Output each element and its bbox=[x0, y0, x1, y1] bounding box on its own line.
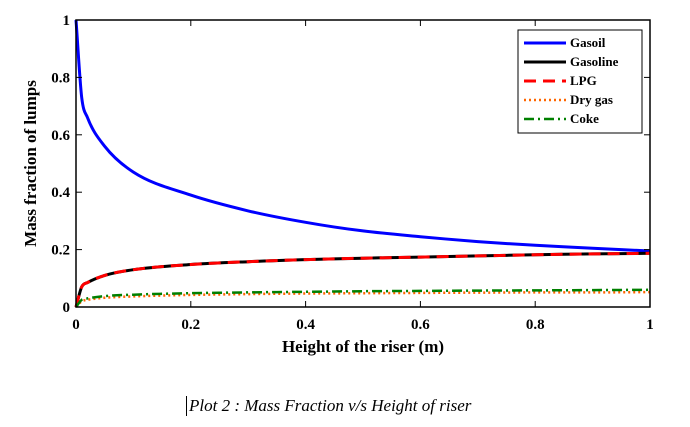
y-tick-label: 0.6 bbox=[51, 128, 70, 144]
legend: Gasoil Gasoline LPG Dry gas Coke bbox=[517, 29, 643, 134]
legend-box bbox=[517, 29, 643, 134]
legend-label-coke: Coke bbox=[570, 111, 599, 126]
line-chart: 0 0.2 0.4 0.6 0.8 1 0 0.2 0.4 0.6 0.8 1 Height of t… bbox=[21, 13, 654, 356]
x-tick-label: 0 bbox=[72, 317, 80, 333]
series-line-dry-gas bbox=[75, 290, 651, 308]
y-tick-label: 0.8 bbox=[51, 70, 70, 86]
x-tick-label: 0.6 bbox=[411, 317, 430, 333]
legend-label-gasoline: Gasoline bbox=[570, 54, 619, 69]
figure-caption: Plot 2 : Mass Fraction v/s Height of ris… bbox=[186, 396, 471, 416]
x-tick-label: 1 bbox=[646, 317, 654, 333]
series-line-lpg bbox=[74, 251, 651, 308]
y-tick-label: 0 bbox=[63, 300, 71, 316]
plot-frame bbox=[75, 19, 651, 308]
series-line-coke bbox=[75, 288, 651, 308]
series-layer bbox=[74, 19, 651, 308]
x-tick-label: 0.4 bbox=[296, 317, 315, 333]
series-line-gasoil bbox=[74, 19, 651, 253]
legend-label-dry-gas: Dry gas bbox=[570, 92, 613, 107]
y-tick-label: 0.2 bbox=[51, 243, 70, 259]
y-tick-label: 1 bbox=[63, 13, 71, 29]
x-tick-label: 0.8 bbox=[526, 317, 545, 333]
ticks-layer: 0 0.2 0.4 0.6 0.8 1 0 0.2 0.4 0.6 0.8 1 bbox=[51, 13, 654, 333]
legend-label-lpg: LPG bbox=[570, 73, 597, 88]
legend-label-gasoil: Gasoil bbox=[570, 35, 606, 50]
y-axis-label: Mass fraction of lumps bbox=[21, 80, 40, 247]
y-tick-label: 0.4 bbox=[51, 185, 70, 201]
x-axis-label: Height of the riser (m) bbox=[282, 337, 444, 356]
series-line-gasoline bbox=[74, 251, 651, 308]
x-tick-label: 0.2 bbox=[181, 317, 200, 333]
